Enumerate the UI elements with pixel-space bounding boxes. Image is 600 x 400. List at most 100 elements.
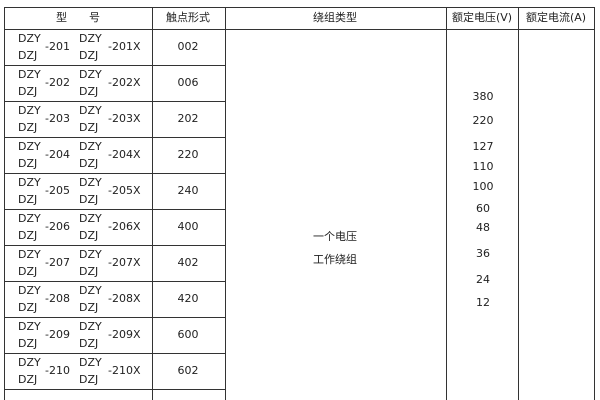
model-number: -206 xyxy=(45,220,70,233)
model-prefix: DZY xyxy=(18,320,41,333)
row-divider xyxy=(4,173,225,174)
row-divider xyxy=(4,353,225,354)
model-number: -203 xyxy=(45,112,70,125)
contact-form: 602 xyxy=(177,364,199,377)
model-prefix: DZJ xyxy=(18,229,38,242)
model-prefix: DZY xyxy=(79,320,102,333)
model-number: -202 xyxy=(45,76,70,89)
model-prefix: DZJ xyxy=(18,373,38,386)
model-prefix: DZJ xyxy=(18,49,38,62)
contact-form: 006 xyxy=(177,76,199,89)
row-divider xyxy=(4,317,225,318)
model-prefix: DZY xyxy=(18,68,41,81)
model-number: -210 xyxy=(45,364,70,377)
contact-form: 402 xyxy=(177,256,199,269)
model-number: -205X xyxy=(108,184,141,197)
row-divider xyxy=(4,7,595,8)
model-prefix: DZY xyxy=(79,140,102,153)
contact-form: 600 xyxy=(177,328,199,341)
row-divider xyxy=(4,281,225,282)
column-divider xyxy=(518,7,519,400)
voltage-value: 100 xyxy=(472,180,494,193)
model-prefix: DZY xyxy=(18,356,41,369)
row-divider xyxy=(4,389,225,390)
model-prefix: DZJ xyxy=(79,121,99,134)
model-prefix: DZJ xyxy=(18,301,38,314)
model-prefix: DZY xyxy=(79,212,102,225)
model-prefix: DZJ xyxy=(18,265,38,278)
header-model: 型 号 xyxy=(56,11,100,24)
voltage-value: 60 xyxy=(476,202,490,215)
model-prefix: DZJ xyxy=(79,301,99,314)
voltage-value: 36 xyxy=(476,247,490,260)
row-divider xyxy=(4,65,225,66)
voltage-value: 24 xyxy=(476,273,490,286)
model-number: -208 xyxy=(45,292,70,305)
header-winding: 绕组类型 xyxy=(313,11,357,24)
voltage-value: 48 xyxy=(476,221,490,234)
column-divider xyxy=(446,7,447,400)
model-prefix: DZJ xyxy=(18,157,38,170)
model-prefix: DZJ xyxy=(18,337,38,350)
model-prefix: DZY xyxy=(18,248,41,261)
model-number: -204 xyxy=(45,148,70,161)
model-number: -209X xyxy=(108,328,141,341)
row-divider xyxy=(4,137,225,138)
model-number: -207X xyxy=(108,256,141,269)
voltage-value: 110 xyxy=(472,160,494,173)
header-current: 额定电流(A) xyxy=(525,11,587,24)
model-number: -201 xyxy=(45,40,70,53)
model-prefix: DZY xyxy=(79,68,102,81)
model-prefix: DZY xyxy=(18,32,41,45)
model-number: -208X xyxy=(108,292,141,305)
voltage-value: 127 xyxy=(472,140,494,153)
voltage-value: 380 xyxy=(472,90,494,103)
winding-type: 工作绕组 xyxy=(313,253,357,266)
model-prefix: DZJ xyxy=(79,229,99,242)
model-prefix: DZJ xyxy=(79,373,99,386)
contact-form: 240 xyxy=(177,184,199,197)
model-prefix: DZY xyxy=(79,356,102,369)
row-divider xyxy=(4,209,225,210)
model-prefix: DZY xyxy=(79,176,102,189)
header-voltage: 额定电压(V) xyxy=(451,11,513,24)
model-number: -209 xyxy=(45,328,70,341)
model-prefix: DZJ xyxy=(79,49,99,62)
model-number: -204X xyxy=(108,148,141,161)
model-prefix: DZY xyxy=(79,104,102,117)
model-number: -206X xyxy=(108,220,141,233)
model-prefix: DZY xyxy=(18,284,41,297)
contact-form: 002 xyxy=(177,40,199,53)
header-contact: 触点形式 xyxy=(166,11,210,24)
model-prefix: DZY xyxy=(79,32,102,45)
voltage-value: 12 xyxy=(476,296,490,309)
winding-type: 一个电压 xyxy=(313,230,357,243)
column-divider xyxy=(152,7,153,400)
model-number: -201X xyxy=(108,40,141,53)
contact-form: 220 xyxy=(177,148,199,161)
model-prefix: DZY xyxy=(18,212,41,225)
model-prefix: DZJ xyxy=(79,265,99,278)
model-prefix: DZJ xyxy=(18,193,38,206)
contact-form: 420 xyxy=(177,292,199,305)
model-prefix: DZJ xyxy=(79,157,99,170)
voltage-value: 220 xyxy=(472,114,494,127)
contact-form: 400 xyxy=(177,220,199,233)
column-divider xyxy=(594,7,595,400)
model-prefix: DZJ xyxy=(79,193,99,206)
contact-form: 202 xyxy=(177,112,199,125)
model-prefix: DZY xyxy=(18,104,41,117)
model-number: -203X xyxy=(108,112,141,125)
model-prefix: DZJ xyxy=(18,121,38,134)
model-prefix: DZY xyxy=(18,140,41,153)
model-number: -210X xyxy=(108,364,141,377)
model-number: -205 xyxy=(45,184,70,197)
model-prefix: DZY xyxy=(79,284,102,297)
model-prefix: DZJ xyxy=(79,337,99,350)
model-prefix: DZY xyxy=(18,176,41,189)
column-divider xyxy=(4,7,5,400)
model-number: -202X xyxy=(108,76,141,89)
row-divider xyxy=(4,101,225,102)
row-divider xyxy=(4,245,225,246)
model-prefix: DZJ xyxy=(18,85,38,98)
